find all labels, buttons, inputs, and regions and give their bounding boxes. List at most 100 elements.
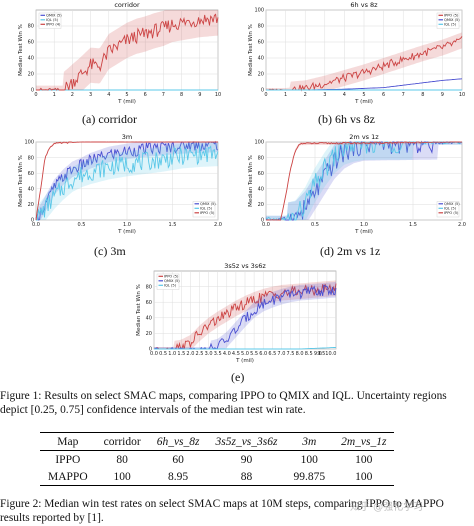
y-axis-label: Median Test Win % xyxy=(248,155,254,207)
x-tick-label: 1.5 xyxy=(169,222,177,228)
table-cell: 100 xyxy=(355,453,373,466)
x-tick-label: 0.5 xyxy=(78,222,86,228)
x-tick-label: 9.510.0 xyxy=(317,351,336,357)
x-tick-label: 7.0 xyxy=(277,351,285,357)
table-header-row: Map corridor 6h_vs_8z 3s5z_vs_3s6z 3m 2m… xyxy=(40,432,395,451)
y-tick-label: 20 xyxy=(28,72,34,78)
x-tick-label: 7 xyxy=(402,92,405,98)
x-axis-label: T (mil) xyxy=(354,229,373,235)
x-tick-label: 1.5 xyxy=(177,351,185,357)
confidence-band xyxy=(36,10,218,90)
table-cell: 88 xyxy=(207,468,286,486)
x-tick-label: 1.5 xyxy=(409,222,417,228)
y-axis-label: Median Test Win % xyxy=(136,284,142,336)
x-tick-label: 9 xyxy=(441,92,444,98)
y-axis-label: Median Test Win % xyxy=(18,24,24,76)
chart-3s5z-vs-3s6z: 0 20 40 60 80 0.0 0.5 1.0 1.5 2.0 2.5 3.0 3.5 4.0 4.5 5… xyxy=(118,261,354,369)
y-tick-label: 40 xyxy=(258,187,264,193)
figure1-caption-line1: Figure 1: Results on select SMAC maps, c… xyxy=(0,390,447,402)
table-cell: 100 xyxy=(333,468,395,486)
y-tick-label: 40 xyxy=(258,56,264,62)
x-tick-label: 10 xyxy=(459,92,465,98)
x-tick-label: 2.0 xyxy=(214,222,222,228)
y-tick-label: 100 xyxy=(254,8,264,14)
x-axis-label: T (mil) xyxy=(117,229,136,235)
x-tick-label: 0 xyxy=(264,92,267,98)
table-header-cell: 3m xyxy=(285,432,334,451)
legend-label: IQL (5) xyxy=(46,18,59,22)
x-tick-label: 2.0 xyxy=(186,351,194,357)
series-line xyxy=(35,141,218,221)
y-tick-label: 80 xyxy=(28,155,34,161)
table-header-cell: Map xyxy=(40,432,96,451)
table-cell: 60 xyxy=(172,453,184,466)
y-tick-label: 100 xyxy=(254,140,264,146)
subcaption-b: (b) 6h vs 8z xyxy=(318,112,375,126)
x-tick-label: 1 xyxy=(284,92,287,98)
subcaption-d: (d) 2m vs 1z xyxy=(320,244,381,258)
x-axis-label: T (mil) xyxy=(117,99,136,105)
table-cell: 80 xyxy=(116,453,128,466)
x-tick-label: 0.5 xyxy=(159,351,167,357)
y-tick-label: 100 xyxy=(24,140,34,146)
table-cell: MAPPO xyxy=(40,468,96,486)
figure2-caption-line1: Figure 2: Median win test rates on selec… xyxy=(0,498,444,510)
y-tick-label: 20 xyxy=(258,72,264,78)
table-header-cell: 6h_vs_8z xyxy=(148,432,208,451)
y-axis-label: Median Test Win % xyxy=(18,155,24,207)
legend-label: IPPO (4) xyxy=(46,23,61,27)
legend-label: IQL (5) xyxy=(164,284,177,288)
legend-label: QMIX (5) xyxy=(200,202,216,206)
y-tick-label: 0 xyxy=(31,88,34,94)
x-tick-label: 0.0 xyxy=(32,222,40,228)
x-tick-label: 5 xyxy=(362,92,365,98)
legend-label: IPPO (5) xyxy=(444,14,459,18)
y-tick-label: 40 xyxy=(146,316,152,322)
y-tick-label: 0 xyxy=(149,347,152,353)
chart-6h-vs-8z: 0 20 40 60 80 100 0 1 2 3 4 5 6 7 8 9 10 6h vs 8z T (mil) M… xyxy=(236,0,472,112)
x-tick-label: 6 xyxy=(144,92,147,98)
confidence-band xyxy=(266,142,462,220)
x-tick-label: 1.0 xyxy=(168,351,176,357)
x-tick-label: 8.0 xyxy=(296,351,304,357)
x-tick-label: 4 xyxy=(107,92,110,98)
x-tick-label: 2.0 xyxy=(458,222,466,228)
y-tick-label: 80 xyxy=(258,155,264,161)
x-tick-label: 6.0 xyxy=(259,351,267,357)
x-tick-label: 0.0 xyxy=(262,222,270,228)
x-tick-label: 8 xyxy=(421,92,424,98)
y-tick-label: 60 xyxy=(146,300,152,306)
subcaption-c: (c) 3m xyxy=(94,244,126,258)
x-tick-label: 3 xyxy=(89,92,92,98)
legend-label: IPPO (5) xyxy=(200,211,215,215)
table-header-cell: 3s5z_vs_3s6z xyxy=(207,432,286,451)
x-tick-label: 0.0 xyxy=(150,351,158,357)
x-axis-label: T (mil) xyxy=(354,99,373,105)
y-tick-label: 60 xyxy=(258,40,264,46)
chart-title: 3s5z vs 3s6z xyxy=(224,262,266,270)
y-tick-label: 80 xyxy=(28,24,34,30)
x-tick-label: 2.5 xyxy=(196,351,204,357)
chart-2m-vs-1z: 0 20 40 60 80 100 0.0 0.5 1.0 1.5 2.0 2m vs 1z T (mi… xyxy=(236,132,472,240)
table-row: IPPO 80 60 90 100 100 xyxy=(40,451,394,469)
x-tick-label: 8.5 xyxy=(305,351,313,357)
chart-title: 3m xyxy=(122,133,132,141)
x-tick-label: 0.5 xyxy=(311,222,319,228)
table-header-cell: corridor xyxy=(95,432,149,451)
chart-corridor: 0 20 40 60 80 0 1 2 3 4 5 6 7 8 9 10 corridor T (mil) Medi… xyxy=(0,0,230,112)
y-tick-label: 60 xyxy=(28,40,34,46)
legend-label: QMIX (5) xyxy=(444,18,460,22)
legend-label: IQL (5) xyxy=(444,207,457,211)
confidence-band xyxy=(154,280,336,349)
x-tick-label: 1.0 xyxy=(123,222,131,228)
subcaption-e: (e) xyxy=(231,370,245,384)
x-tick-label: 8 xyxy=(180,92,183,98)
confidence-band xyxy=(266,32,462,90)
chart-title: 2m vs 1z xyxy=(349,133,379,141)
table-cell: 99.875 xyxy=(285,468,334,486)
series-line xyxy=(36,13,219,91)
chart-title: 6h vs 8z xyxy=(350,1,378,9)
x-tick-label: 6 xyxy=(382,92,385,98)
results-table: Map corridor 6h_vs_8z 3s5z_vs_3s6z 3m 2m… xyxy=(40,432,395,486)
legend-label: IPPO (5) xyxy=(444,211,459,215)
